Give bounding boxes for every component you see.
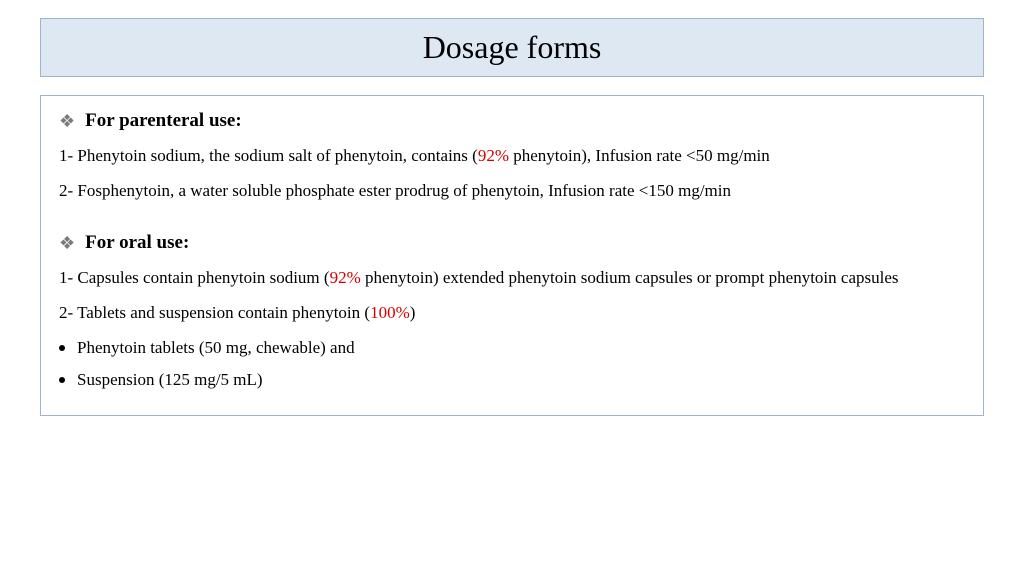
diamond-bullet-icon: ❖ — [59, 234, 75, 252]
bullet-dot-icon — [59, 377, 65, 383]
text-post: phenytoin), Infusion rate <50 mg/min — [509, 146, 770, 165]
highlight-text: 92% — [478, 146, 509, 165]
list-item: 2- Tablets and suspension contain phenyt… — [59, 299, 965, 328]
text-pre: 2- Tablets and suspension contain phenyt… — [59, 303, 370, 322]
text-pre: 2- Fosphenytoin, a water soluble phospha… — [59, 181, 731, 200]
highlight-text: 92% — [330, 268, 361, 287]
bullet-text: Suspension (125 mg/5 mL) — [77, 366, 263, 395]
section-title: For parenteral use: — [85, 110, 242, 132]
text-post: phenytoin) extended phenytoin sodium cap… — [361, 268, 899, 287]
text-pre: 1- Capsules contain phenytoin sodium ( — [59, 268, 330, 287]
list-item: 1- Phenytoin sodium, the sodium salt of … — [59, 142, 965, 171]
highlight-text: 100% — [370, 303, 410, 322]
section-title: For oral use: — [85, 232, 189, 254]
page-title: Dosage forms — [41, 29, 983, 66]
diamond-bullet-icon: ❖ — [59, 112, 75, 130]
bullet-text: Phenytoin tablets (50 mg, chewable) and — [77, 334, 355, 363]
bullet-item: Suspension (125 mg/5 mL) — [59, 366, 965, 395]
title-bar: Dosage forms — [40, 18, 984, 77]
list-item: 2- Fosphenytoin, a water soluble phospha… — [59, 177, 965, 206]
text-post: ) — [410, 303, 416, 322]
list-item: 1- Capsules contain phenytoin sodium (92… — [59, 264, 965, 293]
section-head-oral: ❖ For oral use: — [59, 232, 965, 254]
text-pre: 1- Phenytoin sodium, the sodium salt of … — [59, 146, 478, 165]
section-head-parenteral: ❖ For parenteral use: — [59, 110, 965, 132]
content-box: ❖ For parenteral use: 1- Phenytoin sodiu… — [40, 95, 984, 416]
bullet-dot-icon — [59, 345, 65, 351]
bullet-item: Phenytoin tablets (50 mg, chewable) and — [59, 334, 965, 363]
